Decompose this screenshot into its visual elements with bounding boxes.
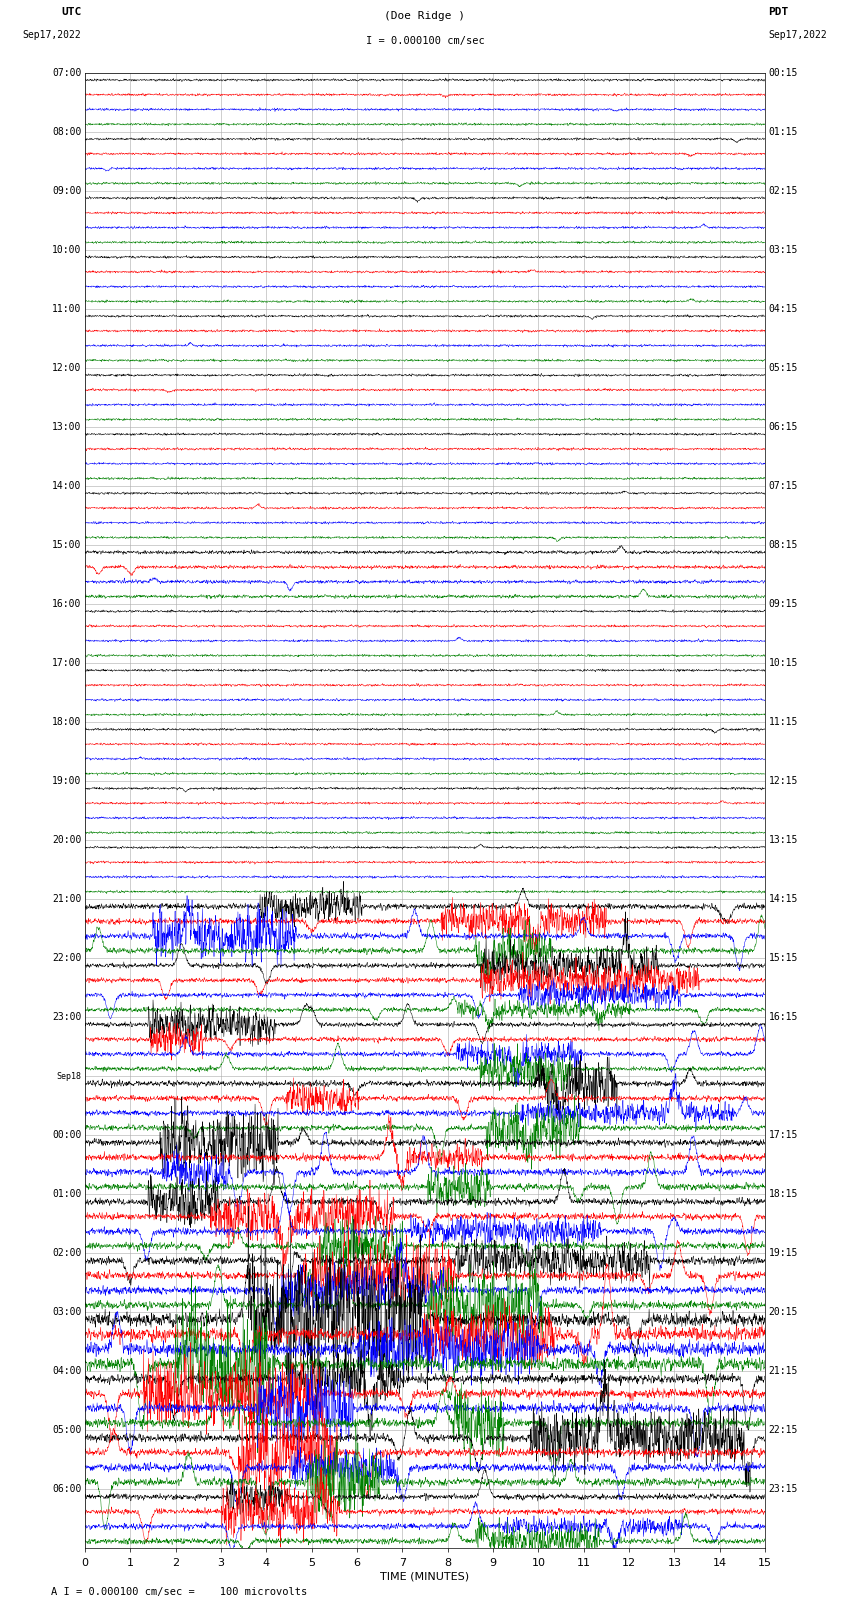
Text: 06:00: 06:00 (52, 1484, 82, 1494)
Text: 17:00: 17:00 (52, 658, 82, 668)
Text: Sep17,2022: Sep17,2022 (768, 31, 827, 40)
Text: 03:15: 03:15 (768, 245, 798, 255)
Text: PDT: PDT (768, 6, 789, 16)
Text: 03:00: 03:00 (52, 1308, 82, 1318)
Text: 07:15: 07:15 (768, 481, 798, 490)
X-axis label: TIME (MINUTES): TIME (MINUTES) (381, 1571, 469, 1582)
Text: 05:00: 05:00 (52, 1426, 82, 1436)
Text: 05:15: 05:15 (768, 363, 798, 373)
Text: 10:00: 10:00 (52, 245, 82, 255)
Text: 04:15: 04:15 (768, 303, 798, 313)
Text: 18:00: 18:00 (52, 718, 82, 727)
Text: 00:15: 00:15 (768, 68, 798, 77)
Text: 13:00: 13:00 (52, 423, 82, 432)
Text: 20:15: 20:15 (768, 1308, 798, 1318)
Text: Sep18: Sep18 (57, 1071, 82, 1081)
Text: 01:15: 01:15 (768, 127, 798, 137)
Text: 23:15: 23:15 (768, 1484, 798, 1494)
Text: 14:15: 14:15 (768, 894, 798, 903)
Text: 01:00: 01:00 (52, 1189, 82, 1198)
Text: 12:00: 12:00 (52, 363, 82, 373)
Text: 00:00: 00:00 (52, 1131, 82, 1140)
Text: 18:15: 18:15 (768, 1189, 798, 1198)
Text: 15:00: 15:00 (52, 540, 82, 550)
Text: 14:00: 14:00 (52, 481, 82, 490)
Text: 17:15: 17:15 (768, 1131, 798, 1140)
Text: 11:00: 11:00 (52, 303, 82, 313)
Text: (Doe Ridge ): (Doe Ridge ) (384, 11, 466, 21)
Text: 09:15: 09:15 (768, 598, 798, 608)
Text: 21:15: 21:15 (768, 1366, 798, 1376)
Text: 11:15: 11:15 (768, 718, 798, 727)
Text: 12:15: 12:15 (768, 776, 798, 786)
Text: 08:00: 08:00 (52, 127, 82, 137)
Text: 04:00: 04:00 (52, 1366, 82, 1376)
Text: 16:00: 16:00 (52, 598, 82, 608)
Text: 13:15: 13:15 (768, 836, 798, 845)
Text: UTC: UTC (61, 6, 82, 16)
Text: 07:00: 07:00 (52, 68, 82, 77)
Text: 15:15: 15:15 (768, 953, 798, 963)
Text: 23:00: 23:00 (52, 1013, 82, 1023)
Text: 22:15: 22:15 (768, 1426, 798, 1436)
Text: 09:00: 09:00 (52, 185, 82, 195)
Text: 21:00: 21:00 (52, 894, 82, 903)
Text: I = 0.000100 cm/sec: I = 0.000100 cm/sec (366, 35, 484, 47)
Text: 02:00: 02:00 (52, 1248, 82, 1258)
Text: 22:00: 22:00 (52, 953, 82, 963)
Text: 08:15: 08:15 (768, 540, 798, 550)
Text: A I = 0.000100 cm/sec =    100 microvolts: A I = 0.000100 cm/sec = 100 microvolts (51, 1587, 307, 1597)
Text: 20:00: 20:00 (52, 836, 82, 845)
Text: 06:15: 06:15 (768, 423, 798, 432)
Text: 19:15: 19:15 (768, 1248, 798, 1258)
Text: 10:15: 10:15 (768, 658, 798, 668)
Text: 02:15: 02:15 (768, 185, 798, 195)
Text: 19:00: 19:00 (52, 776, 82, 786)
Text: 16:15: 16:15 (768, 1013, 798, 1023)
Text: Sep17,2022: Sep17,2022 (23, 31, 82, 40)
